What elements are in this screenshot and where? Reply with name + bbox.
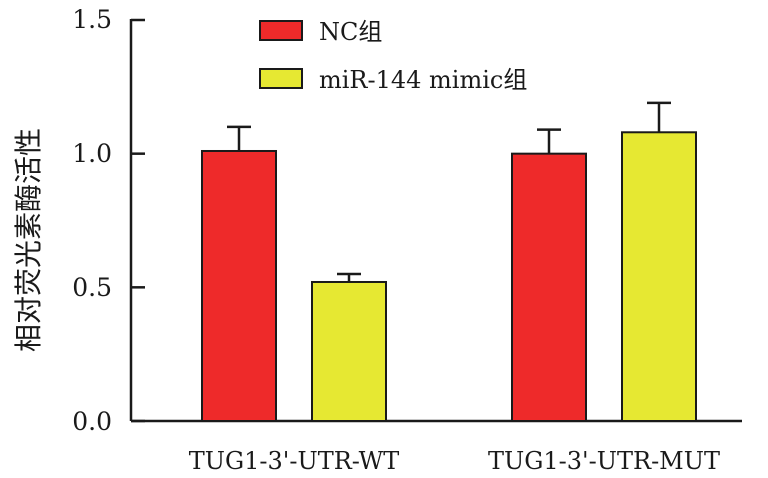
y-tick-label-2: 1.0 xyxy=(72,139,112,168)
y-axis-title: 相对荧光素酶活性 xyxy=(12,128,45,352)
x-category-label-wt: TUG1-3'-UTR-WT xyxy=(189,447,400,475)
bars-group xyxy=(201,101,697,423)
legend-label-nc: NC组 xyxy=(319,18,382,46)
y-tick-label-3: 1.5 xyxy=(72,5,112,34)
legend-label-mimic: miR-144 mimic组 xyxy=(319,66,527,94)
bar-1-0 xyxy=(511,152,587,423)
bar-0-0 xyxy=(201,149,277,422)
bar-0-1 xyxy=(311,280,387,422)
y-tick-label-1: 0.5 xyxy=(72,273,112,302)
x-category-label-mut: TUG1-3'-UTR-MUT xyxy=(488,447,720,475)
bar-1-1 xyxy=(621,131,697,422)
legend-swatch-nc xyxy=(259,20,303,41)
y-tick-label-0: 0.0 xyxy=(72,407,112,436)
legend-swatch-mimic xyxy=(259,68,303,89)
